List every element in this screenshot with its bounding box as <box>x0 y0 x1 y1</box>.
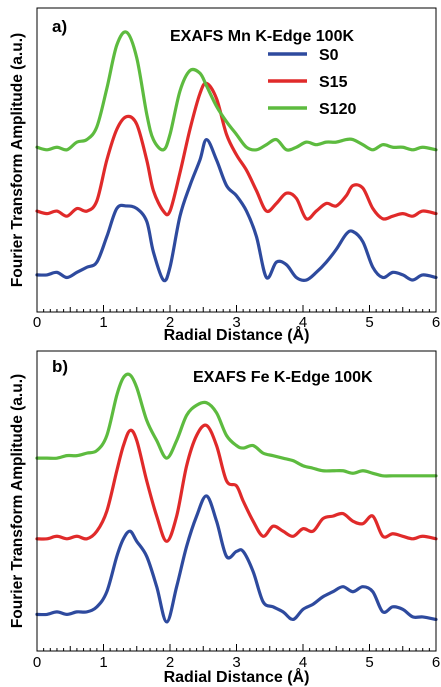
panel-label: a) <box>52 17 67 36</box>
x-tick-label: 0 <box>33 654 41 671</box>
x-tick-label: 4 <box>299 314 307 331</box>
series-line-s120 <box>35 372 438 478</box>
y-axis-label: Fourier Transform Amplitude (a.u.) <box>9 374 26 628</box>
series-line-s0 <box>35 137 438 283</box>
chart-panel-b: 0 1 2 3 4 5 6 Radial Distance (Å) Fourier Transf… <box>9 350 440 686</box>
x-tick-label: 4 <box>299 654 307 671</box>
x-axis-label: Radial Distance (Å) <box>164 667 310 686</box>
legend-label-s0: S0 <box>319 47 339 64</box>
x-axis-label: Radial Distance (Å) <box>164 325 310 344</box>
x-tick-label: 3 <box>232 314 240 331</box>
series-line-s0 <box>35 494 438 624</box>
series-line-s15 <box>35 423 438 543</box>
panel-label: b) <box>52 357 68 376</box>
chart-panel-a: 0 1 2 3 4 5 6 Radial Distance (Å) Fourier Transf… <box>9 7 440 344</box>
x-tick-label: 5 <box>365 314 373 331</box>
x-tick-label: 2 <box>166 314 174 331</box>
legend-label-s120: S120 <box>319 101 356 118</box>
x-tick-label: 6 <box>432 314 440 331</box>
chart-title: EXAFS Fe K-Edge 100K <box>193 369 373 386</box>
legend-label-s15: S15 <box>319 74 348 91</box>
x-tick-label: 1 <box>99 654 107 671</box>
chart-title: EXAFS Mn K-Edge 100K <box>170 28 354 45</box>
x-tick-label: 6 <box>432 654 440 671</box>
series-line-s120 <box>35 30 438 152</box>
series-line-s15 <box>35 81 438 221</box>
x-tick-label: 5 <box>365 654 373 671</box>
y-axis-label: Fourier Transform Amplitude (a.u.) <box>9 33 26 287</box>
x-tick-label: 1 <box>99 314 107 331</box>
x-tick-label: 3 <box>232 654 240 671</box>
plot-frame <box>36 7 437 313</box>
x-tick-label: 0 <box>33 314 41 331</box>
x-tick-label: 2 <box>166 654 174 671</box>
